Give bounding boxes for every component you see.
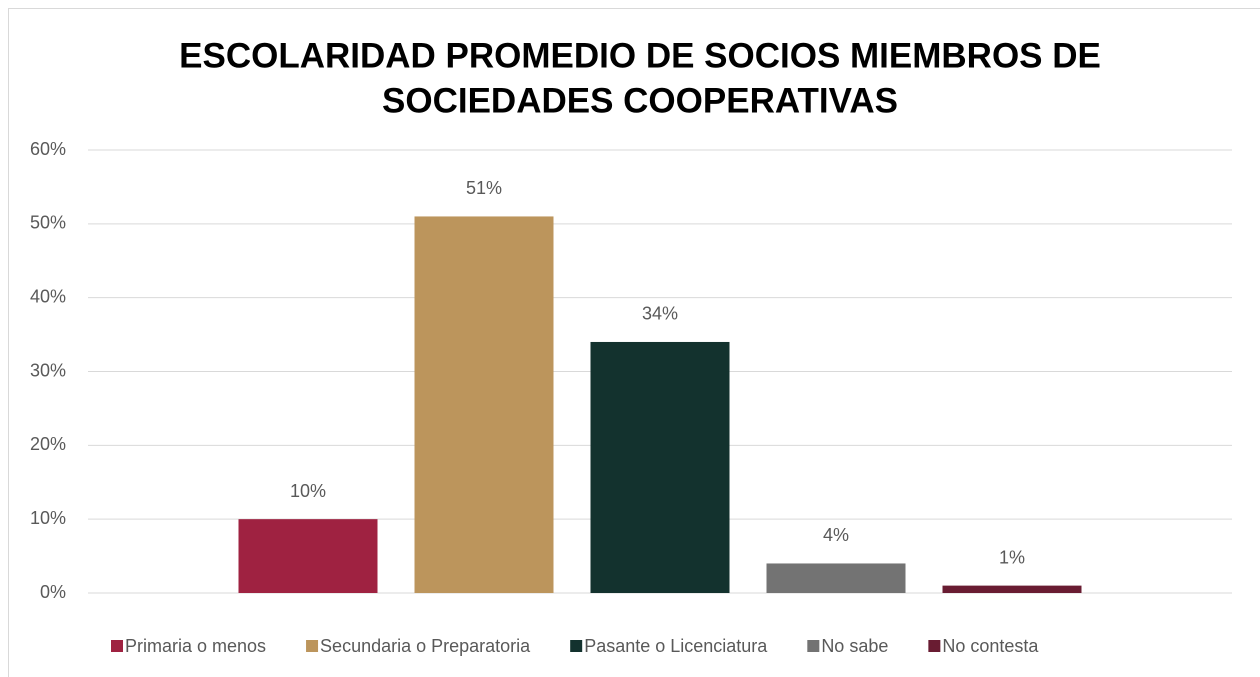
legend-swatch bbox=[928, 640, 941, 652]
legend-swatch bbox=[111, 640, 123, 652]
bar bbox=[238, 519, 378, 593]
y-tick-label: 30% bbox=[30, 360, 66, 380]
legend-swatch bbox=[306, 640, 319, 652]
legend-swatch bbox=[807, 640, 820, 652]
data-label: 10% bbox=[290, 481, 326, 501]
bar bbox=[942, 585, 1082, 593]
y-tick-label: 40% bbox=[30, 286, 66, 306]
chart-title: ESCOLARIDAD PROMEDIO DE SOCIOS MIEMBROS … bbox=[179, 36, 1101, 75]
legend-label: Pasante o Licenciatura bbox=[584, 636, 768, 656]
data-label: 4% bbox=[823, 525, 849, 545]
chart-title: SOCIEDADES COOPERATIVAS bbox=[382, 81, 898, 120]
data-label: 51% bbox=[466, 178, 502, 198]
bar bbox=[414, 216, 554, 593]
legend-label: No sabe bbox=[821, 636, 888, 656]
data-label: 1% bbox=[999, 547, 1025, 567]
legend-label: Primaria o menos bbox=[125, 636, 266, 656]
legend-label: Secundaria o Preparatoria bbox=[320, 636, 531, 656]
y-tick-label: 20% bbox=[30, 434, 66, 454]
bar bbox=[590, 341, 730, 593]
y-tick-label: 50% bbox=[30, 213, 66, 233]
bar bbox=[766, 563, 906, 593]
y-tick-label: 10% bbox=[30, 508, 66, 528]
legend-label: No contesta bbox=[942, 636, 1039, 656]
data-label: 34% bbox=[642, 304, 678, 324]
y-tick-label: 60% bbox=[30, 139, 66, 159]
legend-swatch bbox=[570, 640, 583, 652]
y-tick-label: 0% bbox=[40, 582, 66, 602]
